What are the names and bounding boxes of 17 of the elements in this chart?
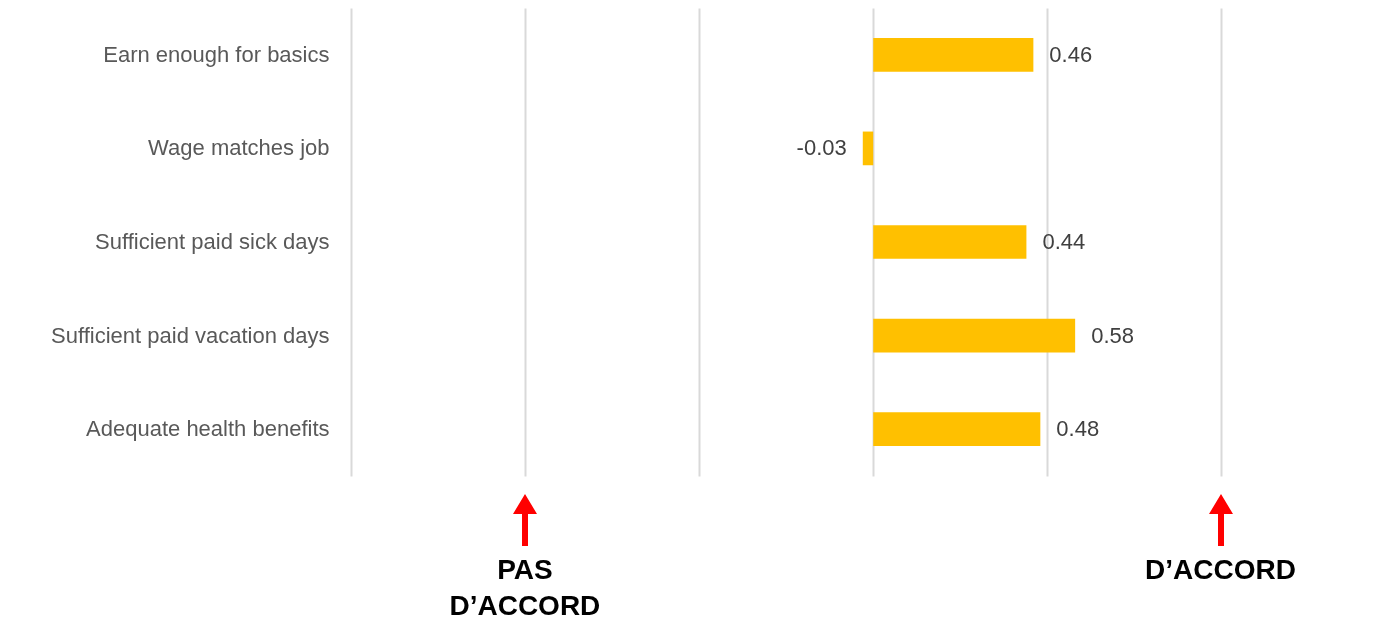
data-label: -0.03: [796, 135, 847, 161]
bar: [873, 318, 1076, 353]
data-label: 0.46: [1049, 41, 1093, 67]
y-tick-label: Earn enough for basics: [103, 41, 330, 67]
bar: [873, 37, 1034, 72]
y-tick-label: Sufficient paid sick days: [95, 229, 330, 254]
y-tick-label: Wage matches job: [148, 135, 330, 161]
bar: [873, 412, 1041, 447]
bar: [862, 131, 874, 166]
text: D’ACCORD: [1144, 553, 1297, 587]
y-tick-label: Sufficient paid vacation days: [51, 322, 330, 348]
data-label: 0.48: [1056, 416, 1100, 442]
y-tick-label: Adequate health benefits: [86, 416, 330, 442]
text: PAS D’ACCORD: [448, 553, 602, 623]
data-label: 0.44: [1042, 229, 1086, 254]
data-label: 0.58: [1091, 322, 1134, 348]
bar: [873, 225, 1027, 259]
